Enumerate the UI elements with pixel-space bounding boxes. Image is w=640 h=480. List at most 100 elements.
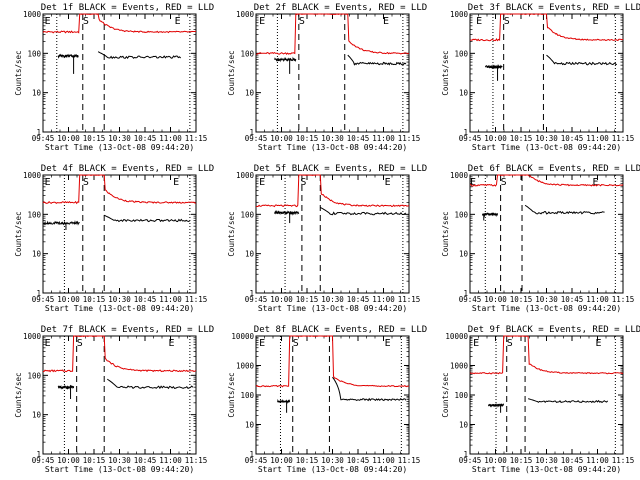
x-tick-label: 10:30 <box>321 295 344 304</box>
chart-title: Det 9f BLACK = Events, RED = LLD <box>468 325 640 335</box>
y-tick-label: 10 <box>32 250 42 259</box>
x-tick-label: 10:15 <box>83 456 106 465</box>
series-events-line <box>42 220 80 226</box>
x-axis-label: Start Time (13-Oct-08 09:44:20) <box>45 143 194 152</box>
x-tick-label: 11:00 <box>159 295 182 304</box>
y-tick-label: 10 <box>245 250 255 259</box>
y-tick-label: 1000 <box>236 171 255 180</box>
y-tick-label: 100 <box>240 49 254 58</box>
y-axis-label: Counts/sec <box>441 211 450 256</box>
plot-frame <box>469 174 624 294</box>
y-axis-label: Counts/sec <box>227 211 236 256</box>
event-marker-e: E <box>259 177 265 188</box>
event-marker-e: E <box>385 338 391 349</box>
x-tick-label: 11:00 <box>586 134 609 143</box>
x-tick-label: 11:00 <box>372 456 395 465</box>
y-tick-label: 1 <box>36 289 41 298</box>
chart-panel-8: Det 8f BLACK = Events, RED = LLD 1 10 100 10… <box>227 325 427 474</box>
x-tick-label: 10:30 <box>535 456 558 465</box>
event-marker-s: S <box>293 338 299 349</box>
y-axis-label: Counts/sec <box>227 372 236 417</box>
plot-frame <box>42 335 197 455</box>
x-tick-label: 10:30 <box>108 456 131 465</box>
event-marker-s: S <box>83 177 89 188</box>
y-tick-label: 100 <box>240 391 254 400</box>
plot-frame <box>469 335 624 455</box>
x-axis-label: Start Time (13-Oct-08 09:44:20) <box>258 304 407 313</box>
x-tick-label: 10:00 <box>270 456 293 465</box>
series-events-line <box>332 376 407 402</box>
y-axis-label: Counts/sec <box>14 50 23 95</box>
series-events-line <box>546 54 618 66</box>
y-tick-label: 1000 <box>450 10 469 19</box>
chart-title: Det 2f BLACK = Events, RED = LLD <box>254 3 427 13</box>
plot-frame <box>255 174 410 294</box>
x-axis-label: Start Time (13-Oct-08 09:44:20) <box>472 465 621 474</box>
chart-title: Det 8f BLACK = Events, RED = LLD <box>254 325 427 335</box>
x-tick-label: 10:15 <box>296 134 319 143</box>
chart-title: Det 4f BLACK = Events, RED = LLD <box>41 164 214 174</box>
x-axis-label: Start Time (13-Oct-08 09:44:20) <box>472 143 621 152</box>
event-marker-e: E <box>259 338 265 349</box>
chart-title: Det 1f BLACK = Events, RED = LLD <box>41 3 214 13</box>
x-tick-label: 10:45 <box>347 295 370 304</box>
x-tick-label: 11:15 <box>185 134 208 143</box>
chart-panel-5: Det 5f BLACK = Events, RED = LLD 1 10 100 10… <box>227 164 427 313</box>
x-tick-label: 10:30 <box>108 134 131 143</box>
y-axis-label: Counts/sec <box>441 372 450 417</box>
x-tick-label: 11:00 <box>372 134 395 143</box>
event-marker-e: E <box>169 338 175 349</box>
x-tick-label: 09:45 <box>32 134 55 143</box>
y-axis-label: Counts/sec <box>227 50 236 95</box>
event-marker-e: E <box>259 16 265 27</box>
series-events-line <box>107 378 194 390</box>
x-tick-label: 11:15 <box>398 456 421 465</box>
x-tick-label: 10:00 <box>270 134 293 143</box>
x-tick-label: 10:15 <box>83 295 106 304</box>
event-marker-e: E <box>473 338 479 349</box>
x-tick-label: 10:30 <box>535 134 558 143</box>
series-events-line <box>527 398 609 404</box>
y-tick-label: 1000 <box>23 332 42 341</box>
x-tick-label: 10:00 <box>57 456 80 465</box>
x-tick-label: 10:45 <box>134 456 157 465</box>
y-axis-label: Counts/sec <box>441 50 450 95</box>
y-tick-label: 1 <box>36 128 41 137</box>
series-events-line <box>274 209 300 216</box>
x-tick-label: 10:45 <box>134 295 157 304</box>
x-axis-label: Start Time (13-Oct-08 09:44:20) <box>45 465 194 474</box>
event-marker-e: E <box>596 338 602 349</box>
plot-frame <box>469 13 624 133</box>
series-lld-line <box>42 174 196 205</box>
x-axis-label: Start Time (13-Oct-08 09:44:20) <box>258 143 407 152</box>
x-tick-label: 09:45 <box>459 134 482 143</box>
y-tick-label: 1 <box>463 128 468 137</box>
x-tick-label: 10:00 <box>484 456 507 465</box>
x-tick-label: 10:15 <box>83 134 106 143</box>
series-events-line <box>57 53 79 59</box>
series-events-line <box>97 51 182 60</box>
x-tick-label: 10:30 <box>108 295 131 304</box>
event-marker-e: E <box>173 177 179 188</box>
x-tick-label: 11:15 <box>398 295 421 304</box>
x-tick-label: 10:15 <box>296 456 319 465</box>
chart-title: Det 6f BLACK = Events, RED = LLD <box>468 164 640 174</box>
x-tick-label: 11:00 <box>586 456 609 465</box>
event-marker-e: E <box>476 16 482 27</box>
x-tick-label: 10:30 <box>321 456 344 465</box>
event-marker-e: E <box>470 177 476 188</box>
y-tick-label: 10 <box>459 89 469 98</box>
x-tick-label: 09:45 <box>245 134 268 143</box>
x-tick-label: 10:00 <box>57 134 80 143</box>
y-tick-label: 1 <box>249 289 254 298</box>
x-tick-label: 10:15 <box>510 134 533 143</box>
y-tick-label: 100 <box>454 391 468 400</box>
series-events-line <box>487 403 505 408</box>
x-axis-label: Start Time (13-Oct-08 09:44:20) <box>45 304 194 313</box>
chart-panel-1: Det 1f BLACK = Events, RED = LLD 1 10 100 10… <box>14 3 214 152</box>
event-marker-e: E <box>385 177 391 188</box>
y-tick-label: 10 <box>459 250 469 259</box>
x-tick-label: 11:00 <box>372 295 395 304</box>
x-tick-label: 11:15 <box>185 456 208 465</box>
